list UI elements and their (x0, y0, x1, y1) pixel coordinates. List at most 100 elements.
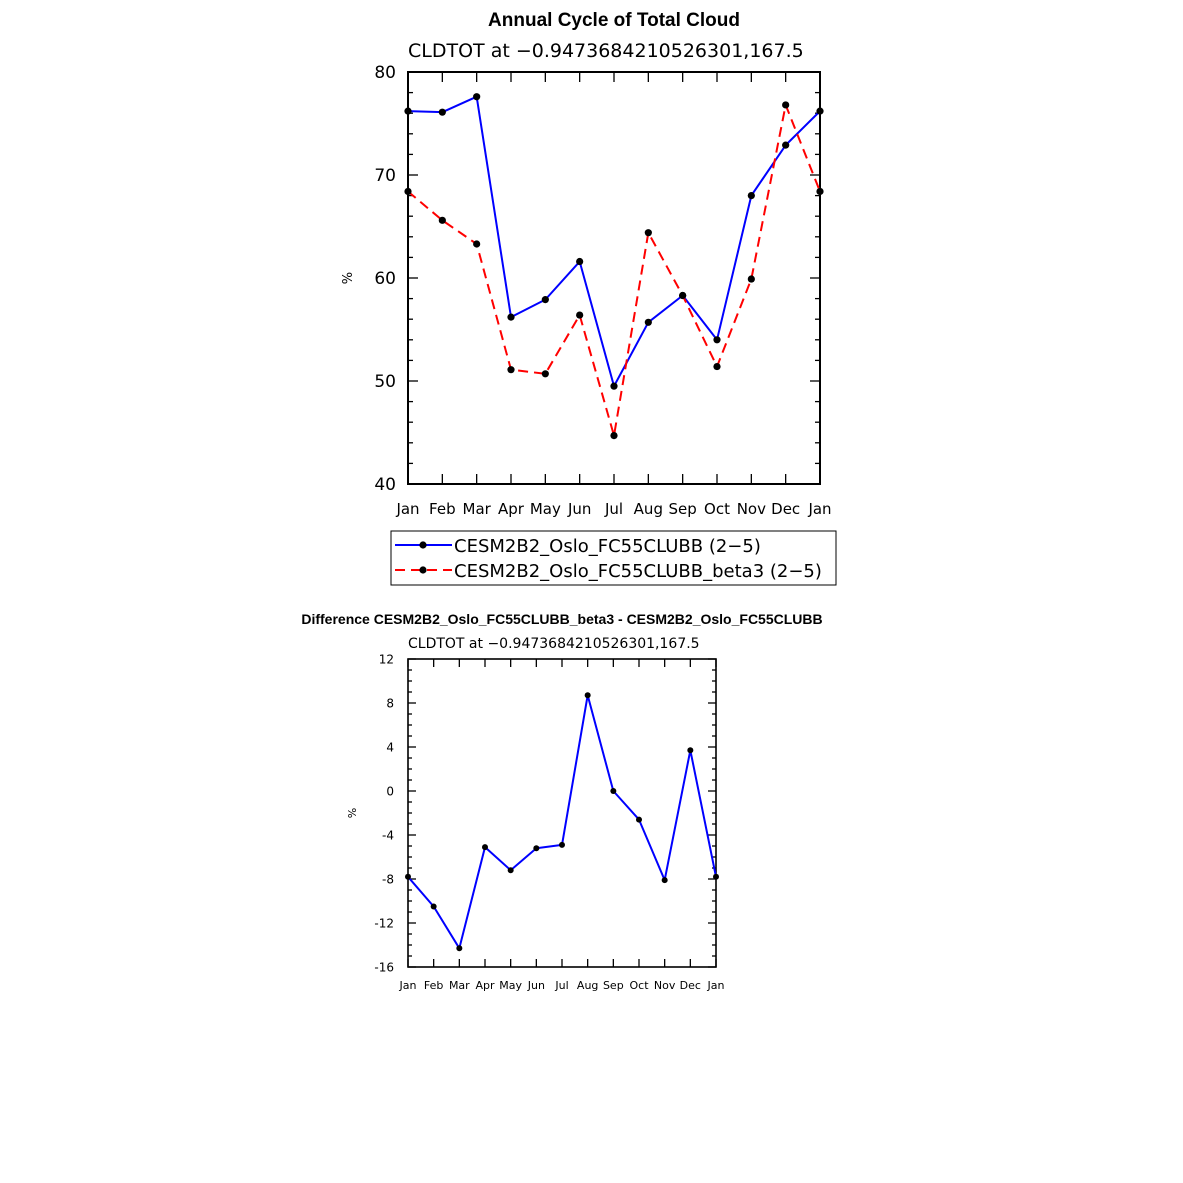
y-tick-labels: -16 -12 -8 -4 0 4 8 12 (374, 652, 394, 974)
x-tick-label: Nov (654, 979, 676, 992)
legend-marker-series-1 (419, 541, 427, 549)
x-tick-label: Aug (634, 500, 663, 518)
x-tick-label: Jul (554, 979, 568, 992)
data-point (610, 382, 618, 390)
data-point (636, 816, 642, 823)
data-point (661, 877, 668, 884)
series-line-1 (407, 694, 717, 950)
data-point (584, 692, 591, 699)
chart-title: Difference CESM2B2_Oslo_FC55CLUBB_beta3 … (301, 611, 822, 627)
difference-chart: Difference CESM2B2_Oslo_FC55CLUBB_beta3 … (301, 611, 822, 992)
data-point (747, 192, 755, 200)
x-tick-label: Jul (604, 500, 623, 518)
x-tick-labels: Jan Feb Mar Apr May Jun Jul Aug Sep Oct Nov Dec Jan (399, 979, 725, 992)
data-point (404, 187, 412, 196)
x-tick-label: Jun (567, 500, 591, 518)
x-tick-label: Apr (475, 979, 495, 992)
y-tick-label: 60 (374, 269, 396, 289)
data-point (610, 788, 617, 794)
data-point (782, 101, 790, 109)
y-tick-label: 50 (374, 372, 396, 392)
legend-label-series-1: CESM2B2_Oslo_FC55CLUBB (2−5) (454, 536, 761, 557)
data-point (507, 366, 515, 374)
y-tick-label: 70 (374, 166, 396, 186)
x-tick-label: May (499, 979, 522, 992)
data-point (473, 240, 481, 248)
x-tick-label: Jun (527, 979, 545, 992)
data-point (507, 867, 514, 874)
series-group (405, 692, 719, 952)
data-point (687, 747, 694, 754)
x-tick-label: Nov (737, 500, 766, 518)
data-point (576, 257, 584, 266)
legend-marker-series-2 (419, 566, 427, 574)
data-point (473, 93, 481, 101)
data-point (404, 107, 412, 115)
data-point (610, 431, 618, 440)
x-tick-label: Oct (704, 500, 730, 518)
data-point (713, 873, 719, 880)
x-tick-label: Jan (807, 500, 831, 518)
data-point (644, 318, 652, 326)
x-tick-label: Mar (463, 500, 492, 518)
data-point (576, 311, 584, 319)
x-tick-label: Feb (424, 979, 443, 992)
data-point (679, 291, 687, 300)
data-point (430, 903, 437, 910)
x-tick-label: Jan (395, 500, 419, 518)
y-tick-label: 4 (386, 740, 394, 754)
chart-title: Annual Cycle of Total Cloud (488, 10, 740, 31)
data-point (541, 370, 549, 378)
x-tick-label: Feb (429, 500, 456, 518)
data-point (713, 362, 721, 371)
data-point (782, 141, 790, 149)
chart-subtitle: CLDTOT at −0.9473684210526301,167.5 (408, 40, 804, 62)
y-axis-title: % (346, 808, 359, 818)
y-tick-label: -12 (374, 916, 394, 930)
x-tick-label: Sep (603, 979, 624, 992)
data-point (507, 313, 515, 321)
y-tick-label: -16 (374, 960, 394, 974)
x-tick-label: Oct (629, 979, 649, 992)
axis-ticks (407, 71, 821, 485)
legend: CESM2B2_Oslo_FC55CLUBB (2−5) CESM2B2_Osl… (390, 530, 837, 586)
y-tick-labels: 40 50 60 70 80 (374, 63, 396, 495)
data-point (816, 187, 824, 196)
x-tick-label: Apr (498, 500, 525, 518)
data-point (533, 845, 540, 852)
chart-subtitle: CLDTOT at −0.9473684210526301,167.5 (408, 636, 700, 652)
plot-frame (407, 658, 717, 968)
x-tick-label: Mar (449, 979, 470, 992)
y-tick-label: 80 (374, 63, 396, 83)
series-group (404, 93, 824, 440)
x-tick-label: Aug (577, 979, 598, 992)
x-tick-label: Jan (399, 979, 417, 992)
y-tick-label: 40 (374, 475, 396, 495)
annual-cycle-chart: Annual Cycle of Total Cloud CLDTOT at −0… (341, 10, 837, 586)
data-point (559, 841, 565, 848)
x-tick-labels: Jan Feb Mar Apr May Jun Jul Aug Sep Oct Nov Dec Jan (395, 500, 831, 518)
data-point (713, 336, 721, 344)
x-tick-label: Dec (771, 500, 800, 518)
y-tick-label: -8 (382, 872, 394, 886)
data-point (456, 945, 463, 952)
data-point (541, 296, 549, 304)
y-tick-label: -4 (382, 828, 394, 842)
data-point (816, 107, 824, 115)
y-tick-label: 12 (379, 652, 394, 666)
y-tick-label: 0 (386, 784, 394, 798)
legend-label-series-2: CESM2B2_Oslo_FC55CLUBB_beta3 (2−5) (454, 561, 822, 582)
plot-frame (407, 71, 821, 485)
x-tick-label: Sep (669, 500, 697, 518)
x-tick-label: May (530, 500, 561, 518)
y-axis-title: % (341, 272, 356, 284)
data-point (482, 844, 488, 851)
data-point (438, 216, 446, 224)
data-point (644, 229, 652, 237)
legend-box (390, 530, 837, 586)
data-point (405, 873, 411, 880)
axis-ticks (407, 658, 717, 968)
y-tick-label: 8 (386, 696, 394, 710)
x-tick-label: Jan (707, 979, 725, 992)
